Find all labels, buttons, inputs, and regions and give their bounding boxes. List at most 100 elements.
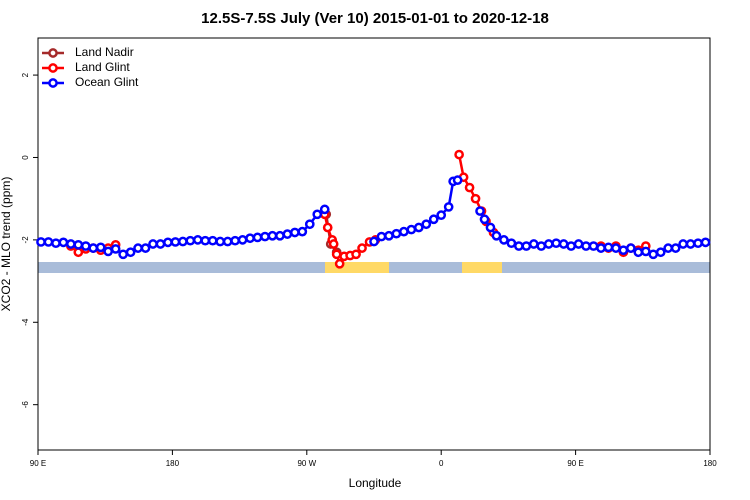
point [260,231,270,242]
point [357,243,367,253]
legend-label: Land Glint [75,60,130,74]
x-tick-label: 0 [439,459,444,468]
legend-marker [48,48,58,58]
point [252,232,263,243]
point [245,233,255,244]
point [626,243,636,253]
point [80,241,91,251]
point [200,235,211,246]
point [596,243,606,253]
point [192,235,203,245]
y-tick-label: 2 [21,72,30,77]
point [170,237,181,247]
y-tick-label: -6 [21,401,30,409]
point [351,249,361,260]
point [452,175,463,185]
point [655,247,666,258]
point [663,243,674,253]
point [573,239,584,249]
point [475,206,485,216]
point [384,230,394,241]
land-band [325,262,389,273]
point [618,245,629,256]
point [376,231,387,242]
point [304,219,315,230]
point [297,226,308,237]
point [640,246,651,257]
point [178,236,188,247]
point [581,241,591,251]
point [133,243,143,253]
point [36,237,46,247]
point [118,249,128,260]
point [566,241,576,251]
point [222,236,233,247]
land-band [462,262,502,273]
point [103,246,114,257]
point [406,224,417,235]
point [110,244,121,254]
point [51,238,61,249]
point [73,247,84,258]
legend-marker [48,63,58,73]
point [633,247,644,258]
point [528,239,539,249]
point [207,235,218,246]
point [551,238,562,249]
point [275,230,285,241]
point [282,229,293,239]
point [428,214,439,225]
point [237,235,248,245]
x-tick-label: 180 [166,459,180,468]
point [331,249,342,260]
point [58,237,69,248]
point [125,247,136,258]
point [322,222,333,233]
x-axis-label: Longitude [349,476,402,490]
point [230,235,240,246]
y-tick-label: 0 [21,155,30,160]
x-tick-label: 90 W [297,459,316,468]
point [536,241,547,251]
y-tick-label: -4 [21,318,30,326]
point [443,202,454,212]
point [685,239,696,249]
point [391,228,402,239]
legend-label: Ocean Glint [75,75,139,89]
point [491,230,502,241]
point [328,239,339,249]
point [312,209,323,220]
point [66,239,76,249]
point [603,242,614,253]
point [163,237,173,248]
point [334,258,345,269]
point [470,193,481,204]
point [88,243,99,253]
point [148,239,158,249]
point [499,235,509,245]
point [506,238,517,249]
point [479,214,490,225]
point [140,243,151,253]
chart-title: 12.5S-7.5S July (Ver 10) 2015-01-01 to 2… [201,10,549,27]
point [267,230,278,241]
point [693,238,703,249]
point [43,237,54,247]
x-tick-label: 90 E [567,459,583,468]
point [413,222,424,233]
point [185,235,196,246]
point [155,239,166,249]
point [421,219,432,230]
point [399,226,409,237]
point [648,249,659,260]
point [73,239,84,250]
point [464,182,475,193]
y-axis-label: XCO2 - MLO trend (ppm) [0,177,13,312]
point [436,210,447,221]
point [369,236,379,247]
point [514,241,524,251]
point [700,237,711,248]
point [454,149,464,160]
